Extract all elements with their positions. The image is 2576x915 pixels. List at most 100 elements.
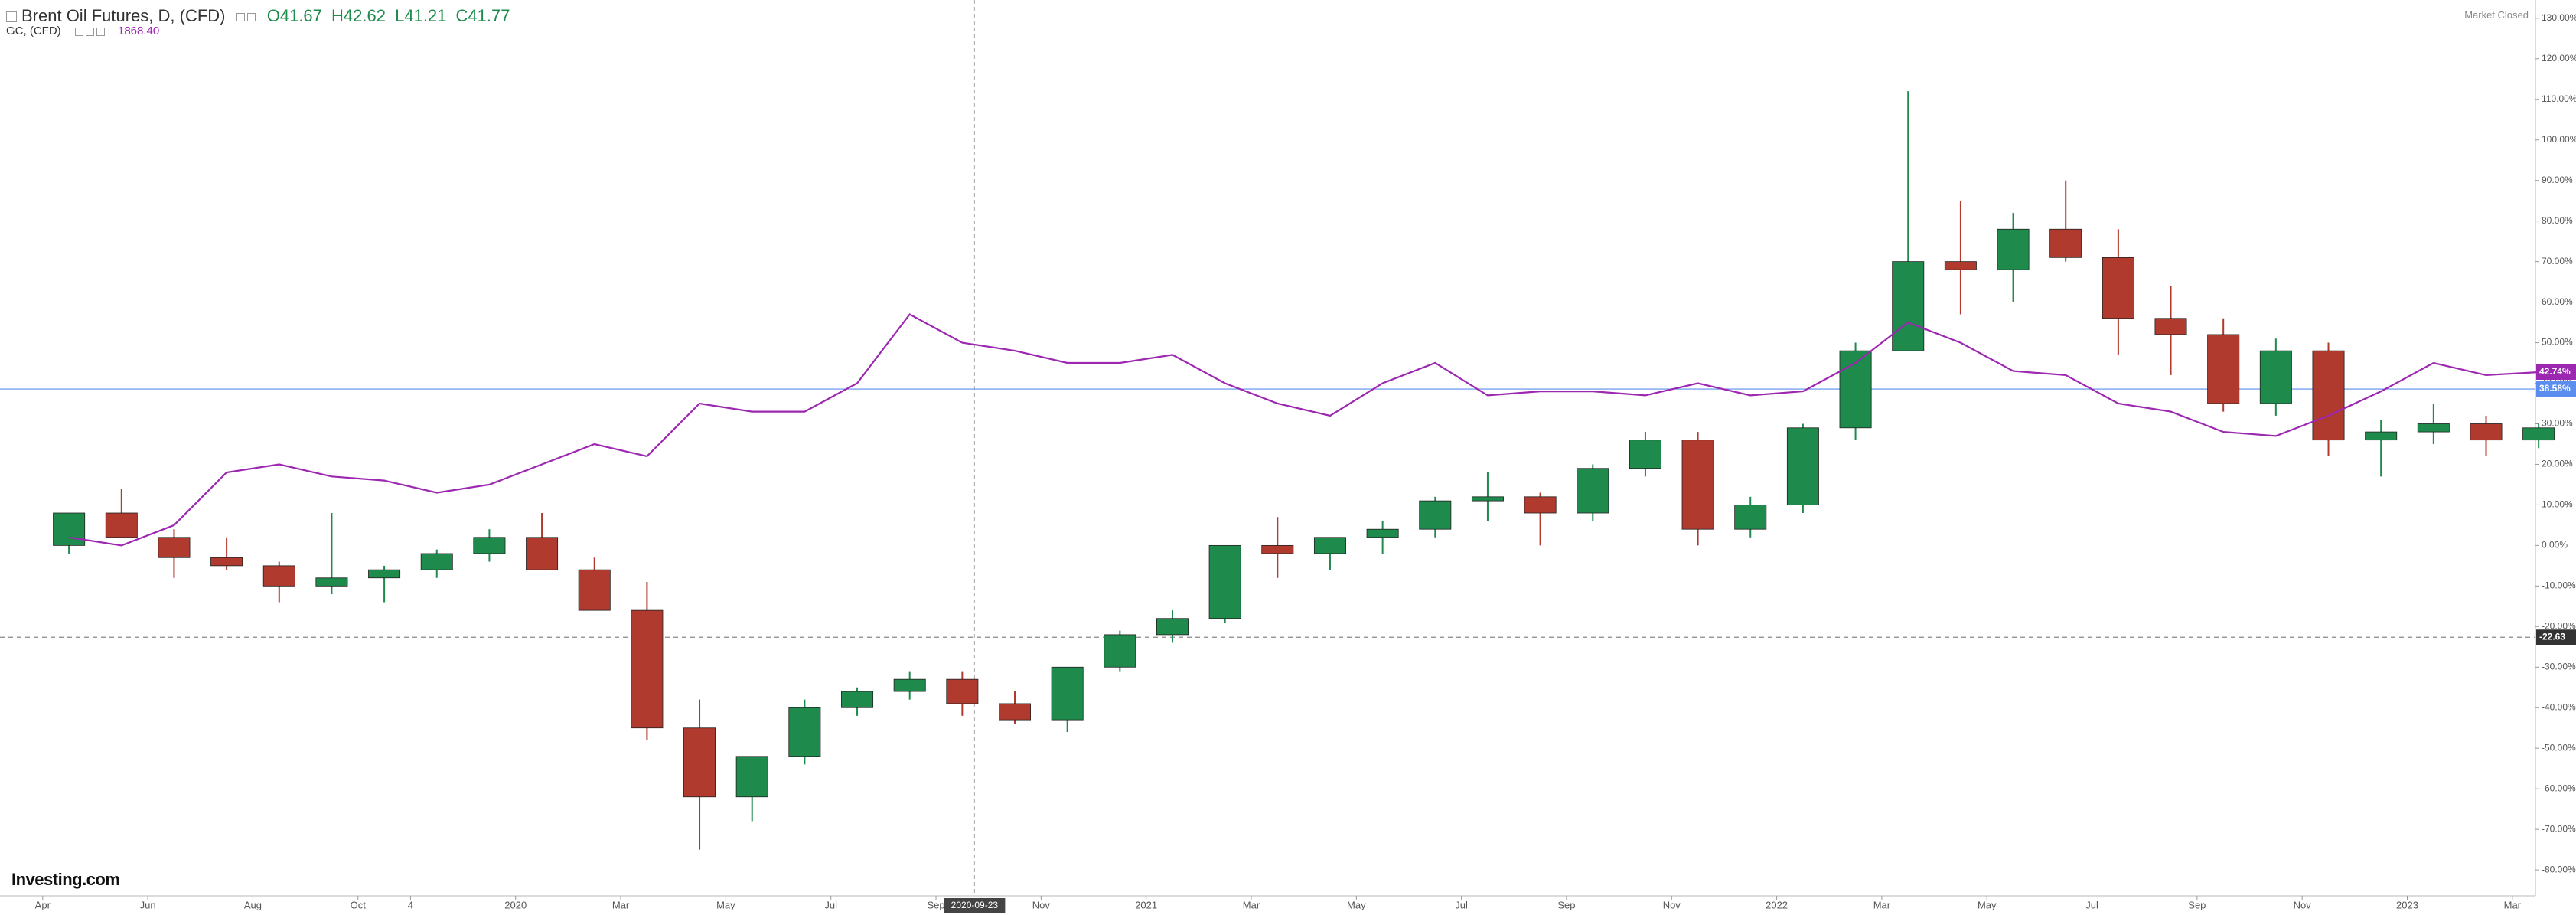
y-tick-label: 80.00% xyxy=(2542,215,2573,226)
x-tick-label: May xyxy=(1978,899,1997,910)
y-tick-label: -60.00% xyxy=(2542,783,2576,793)
candle-body xyxy=(1419,500,1452,530)
x-tick-label: Jul xyxy=(2085,899,2098,910)
candle-body xyxy=(1261,544,1294,554)
x-tick-label: Mar xyxy=(2504,899,2522,910)
candle-body xyxy=(315,577,348,587)
tool-icon[interactable] xyxy=(96,27,105,36)
candle-body xyxy=(53,512,86,546)
x-tick-label: Nov xyxy=(1032,899,1051,910)
price-label: 42.74% xyxy=(2539,366,2571,377)
candle-body xyxy=(1892,261,1925,351)
price-label-bg xyxy=(2536,381,2576,397)
candle-body xyxy=(2312,350,2345,441)
series-title: Brent Oil Futures, D, (CFD) xyxy=(21,6,226,25)
y-tick-label: 60.00% xyxy=(2542,296,2573,307)
candle-body xyxy=(1156,618,1189,636)
x-tick-label: Sep xyxy=(2188,899,2206,910)
x-tick-label: Jun xyxy=(140,899,156,910)
candle-body xyxy=(735,756,768,798)
x-tick-label: 2021 xyxy=(1135,899,1157,910)
price-label: 38.58% xyxy=(2539,383,2571,394)
price-label-bg xyxy=(2536,629,2576,645)
candle-body xyxy=(368,569,401,579)
x-tick-label: 4 xyxy=(408,899,413,910)
candle-body xyxy=(1313,537,1346,554)
candle-body xyxy=(2417,423,2450,433)
candle-body xyxy=(158,537,191,558)
x-tick-label: May xyxy=(1347,899,1366,910)
collapse-icon[interactable] xyxy=(6,11,17,23)
y-tick-label: -40.00% xyxy=(2542,701,2576,712)
candle-body xyxy=(1786,427,1819,505)
candle-body xyxy=(841,691,874,708)
ohlc-low: L41.21 xyxy=(395,6,447,25)
y-tick-label: 30.00% xyxy=(2542,418,2573,429)
candle-body xyxy=(2522,427,2555,441)
candle-body xyxy=(1471,496,1504,502)
x-tick-label: May xyxy=(716,899,735,910)
x-tick-label: Nov xyxy=(1663,899,1681,910)
x-tick-label: Mar xyxy=(1873,899,1891,910)
candle-body xyxy=(788,707,821,757)
candle-body xyxy=(1366,528,1399,538)
header-main: Brent Oil Futures, D, (CFD) O41.67 H42.6… xyxy=(6,6,510,26)
tool-icon[interactable] xyxy=(74,27,83,36)
compare-name: GC, (CFD) xyxy=(6,25,61,38)
y-tick-label: 110.00% xyxy=(2542,93,2576,104)
candle-body xyxy=(1997,228,2030,270)
candle-body xyxy=(1524,496,1557,514)
x-tick-label: Mar xyxy=(612,899,630,910)
tool-icon[interactable] xyxy=(236,12,245,21)
candle-body xyxy=(1051,666,1084,721)
compare-value: 1868.40 xyxy=(118,25,160,38)
y-tick-label: 130.00% xyxy=(2542,12,2576,23)
candle-body xyxy=(526,537,559,570)
candle-body xyxy=(473,537,506,554)
candle-body xyxy=(683,727,716,798)
y-tick-label: -30.00% xyxy=(2542,661,2576,672)
x-tick-label: Nov xyxy=(2294,899,2312,910)
candle-body xyxy=(999,703,1032,721)
x-tick-label: Jul xyxy=(824,899,837,910)
candle-body xyxy=(1681,440,1714,530)
y-tick-label: -70.00% xyxy=(2542,823,2576,834)
candle-body xyxy=(1208,544,1241,619)
candle-body xyxy=(2259,350,2292,404)
y-tick-label: 120.00% xyxy=(2542,53,2576,64)
candle-body xyxy=(946,678,979,704)
candle-body xyxy=(2365,431,2398,441)
x-tick-label: Sep xyxy=(1557,899,1575,910)
x-tick-label: Oct xyxy=(351,899,367,910)
y-tick-label: 20.00% xyxy=(2542,459,2573,469)
candle-body xyxy=(105,512,138,538)
y-tick-label: 0.00% xyxy=(2542,540,2568,551)
candle-body xyxy=(1629,440,1661,469)
candle-body xyxy=(1577,468,1609,514)
price-label: -22.63 xyxy=(2539,631,2565,642)
y-tick-label: 50.00% xyxy=(2542,337,2573,348)
tool-icon[interactable] xyxy=(246,12,256,21)
candle-body xyxy=(2102,257,2134,319)
ohlc-high: H42.62 xyxy=(331,6,386,25)
candle-body xyxy=(1944,261,1977,270)
candle-body xyxy=(578,569,611,611)
y-tick-label: 70.00% xyxy=(2542,256,2573,266)
market-status: Market Closed xyxy=(2464,9,2529,21)
candle-body xyxy=(893,678,926,692)
candle-body xyxy=(1104,634,1136,668)
candle-body xyxy=(420,553,453,570)
ohlc-open: O41.67 xyxy=(266,6,322,25)
y-tick-label: 90.00% xyxy=(2542,175,2573,185)
y-tick-label: 10.00% xyxy=(2542,499,2573,510)
tool-icon[interactable] xyxy=(85,27,94,36)
y-tick-label: -10.00% xyxy=(2542,580,2576,591)
crosshair-label-bg xyxy=(944,898,1006,913)
price-label-bg xyxy=(2536,364,2576,381)
x-tick-label: 2020 xyxy=(504,899,527,910)
candle-body xyxy=(210,557,243,567)
candle-body xyxy=(2049,228,2082,258)
ohlc-close: C41.77 xyxy=(455,6,510,25)
candle-body xyxy=(631,609,664,729)
